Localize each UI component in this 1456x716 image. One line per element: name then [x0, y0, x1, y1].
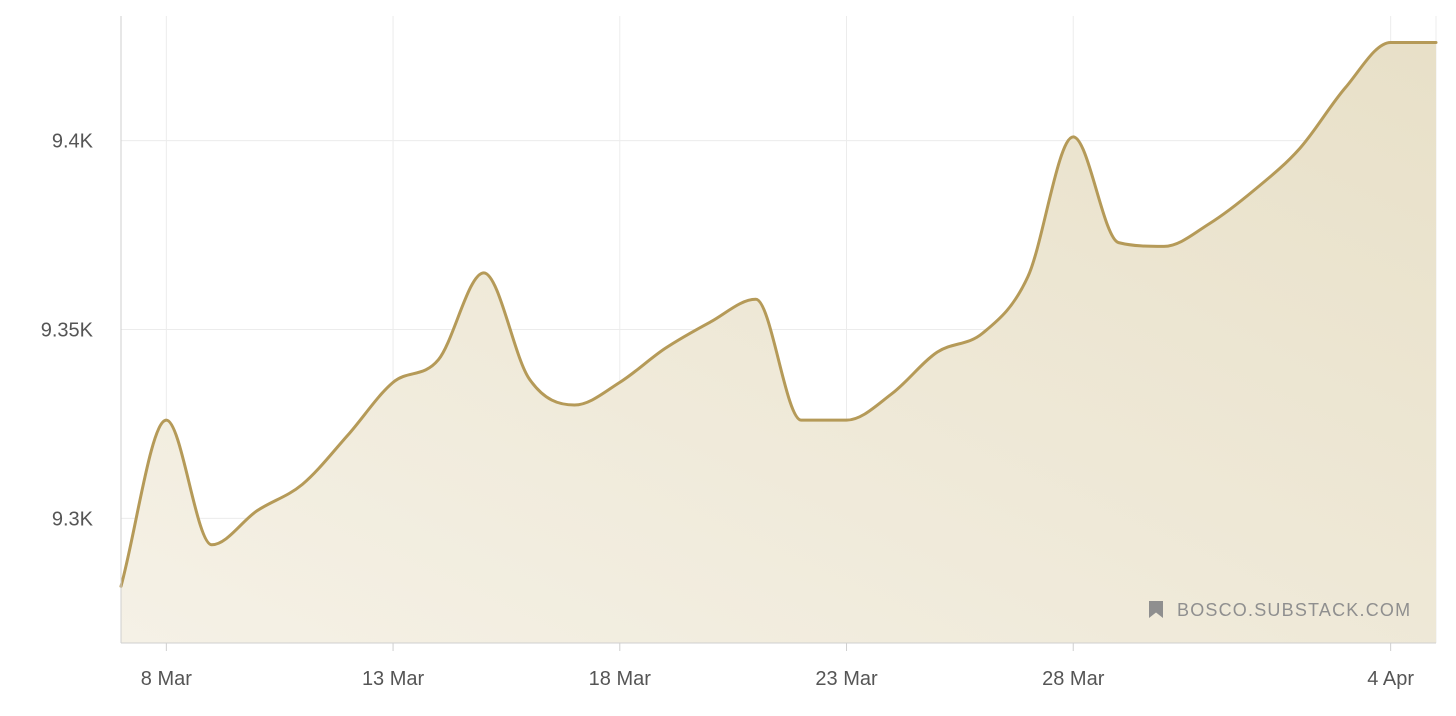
- x-tick-label: 23 Mar: [815, 668, 878, 690]
- x-tick-label: 4 Apr: [1367, 668, 1414, 690]
- area-fill-layer: [121, 42, 1436, 643]
- x-tick-label: 18 Mar: [589, 668, 652, 690]
- series-area: [121, 42, 1436, 643]
- y-tick-label: 9.4K: [52, 131, 94, 153]
- y-tick-label: 9.35K: [41, 320, 94, 342]
- series-line-layer: [119, 40, 1438, 588]
- axes: [120, 16, 1436, 644]
- y-axis-ticks: 9.3K 9.35K 9.4K: [41, 131, 94, 531]
- x-tick-label: 13 Mar: [362, 668, 425, 690]
- bookmark-icon: [1149, 601, 1163, 618]
- watermark-text: BOSCO.SUBSTACK.COM: [1177, 600, 1411, 620]
- series-line: [119, 40, 1438, 588]
- x-axis-ticks: 8 Mar 13 Mar 18 Mar 23 Mar 28 Mar 4 Apr: [141, 643, 1414, 690]
- x-tick-label: 28 Mar: [1042, 668, 1105, 690]
- y-tick-label: 9.3K: [52, 508, 94, 530]
- watermark: BOSCO.SUBSTACK.COM: [1149, 600, 1411, 620]
- x-tick-label: 8 Mar: [141, 668, 192, 690]
